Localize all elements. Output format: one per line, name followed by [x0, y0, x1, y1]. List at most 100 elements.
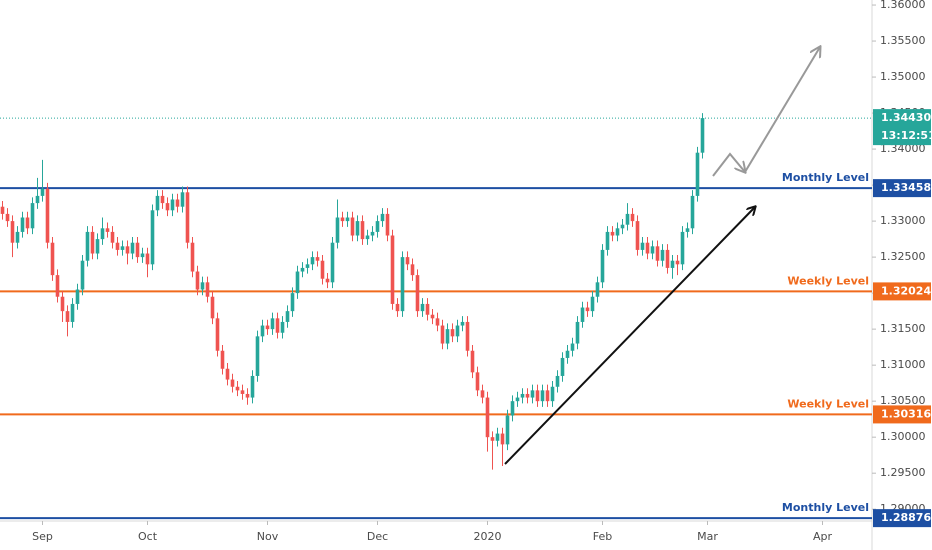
x-tick-label: Sep — [32, 530, 53, 543]
candle-body — [245, 393, 250, 398]
candle-body — [500, 433, 505, 445]
candle-body — [335, 217, 340, 243]
candle-body — [15, 231, 20, 243]
candle-body — [660, 249, 665, 261]
level-badge-value: 1.30316 — [881, 407, 931, 420]
candle-body — [235, 386, 240, 391]
level-name: Weekly Level — [787, 274, 869, 287]
candle-body — [20, 217, 25, 232]
y-tick-label: 1.36000 — [880, 0, 926, 11]
candle-body — [605, 231, 610, 250]
candle-body — [540, 390, 545, 402]
trend-line — [504, 207, 755, 465]
last-price-label: 1.34430 — [881, 111, 931, 124]
y-tick-label: 1.30000 — [880, 430, 926, 443]
x-tick-label: 2020 — [474, 530, 502, 543]
candle-body — [290, 293, 295, 312]
candle-body — [445, 329, 450, 344]
candle-body — [465, 321, 470, 351]
y-tick-label: 1.35000 — [880, 70, 926, 83]
level-badge — [873, 405, 931, 424]
candle-body — [435, 318, 440, 326]
candle-body — [395, 303, 400, 312]
candle-body — [85, 231, 90, 261]
candle-body — [535, 390, 540, 402]
candle-body — [305, 264, 310, 268]
x-tick-label: Mar — [697, 530, 718, 543]
level-badge — [873, 179, 931, 198]
candle-body — [150, 210, 155, 265]
y-tick-label: 1.30500 — [880, 394, 926, 407]
candle-body — [480, 390, 485, 398]
candle-body — [355, 221, 360, 236]
candle-body — [350, 217, 355, 236]
candle-body — [90, 231, 95, 254]
candle-body — [110, 231, 115, 243]
candle-body — [70, 303, 75, 322]
level-badge — [873, 282, 931, 301]
y-tick-label: 1.29500 — [880, 466, 926, 479]
candle-body — [525, 393, 530, 398]
candle-body — [45, 188, 50, 243]
candle-body — [210, 296, 215, 319]
candle-body — [25, 217, 30, 229]
candle-body — [10, 221, 15, 243]
candle-body — [645, 242, 650, 254]
candle-body — [440, 325, 445, 344]
candle-body — [635, 221, 640, 250]
candle-body — [300, 267, 305, 272]
candle-body — [295, 271, 300, 294]
candle-body — [275, 318, 280, 333]
candle-body — [510, 401, 515, 416]
candle-body — [405, 257, 410, 265]
candle-body — [0, 206, 5, 214]
candle-body — [460, 321, 465, 326]
candle-body — [670, 260, 675, 268]
candle-body — [60, 296, 65, 312]
candle-body — [145, 253, 150, 265]
level-badge-value: 1.32024 — [881, 284, 931, 297]
candle-body — [35, 195, 40, 204]
candle-body — [40, 188, 45, 196]
level-name: Monthly Level — [782, 171, 869, 184]
candle-body — [180, 192, 185, 207]
candle-body — [340, 217, 345, 222]
candle-body — [545, 390, 550, 402]
candle-body — [320, 260, 325, 279]
candle-body — [230, 379, 235, 387]
candle-body — [700, 118, 705, 153]
candle-body — [75, 289, 80, 304]
candle-body — [160, 195, 165, 204]
candle-body — [640, 242, 645, 250]
candle-body — [270, 318, 275, 330]
candle-body — [585, 307, 590, 312]
countdown: 13:12:51 — [881, 129, 932, 142]
x-tick-label: Nov — [257, 530, 279, 543]
candle-body — [250, 375, 255, 398]
projection-arrow — [712, 152, 745, 177]
x-tick-label: Feb — [593, 530, 612, 543]
candle-body — [165, 203, 170, 211]
candle-body — [430, 314, 435, 319]
candle-body — [120, 246, 125, 250]
candle-body — [555, 375, 560, 387]
y-tick-label: 1.32500 — [880, 250, 926, 263]
candle-body — [185, 192, 190, 243]
candle-body — [200, 282, 205, 290]
candle-body — [495, 433, 500, 441]
candle-body — [580, 307, 585, 322]
candle-body — [285, 311, 290, 322]
candle-body — [455, 325, 460, 337]
candle-body — [630, 213, 635, 222]
candle-body — [370, 231, 375, 236]
x-tick-label: Apr — [813, 530, 833, 543]
candle-body — [225, 368, 230, 380]
candle-body — [610, 231, 615, 236]
level-name: Monthly Level — [782, 501, 869, 514]
candle-body — [5, 213, 10, 222]
candle-body — [600, 249, 605, 283]
candle-body — [490, 437, 495, 441]
candle-body — [470, 350, 475, 373]
candle-body — [80, 260, 85, 290]
